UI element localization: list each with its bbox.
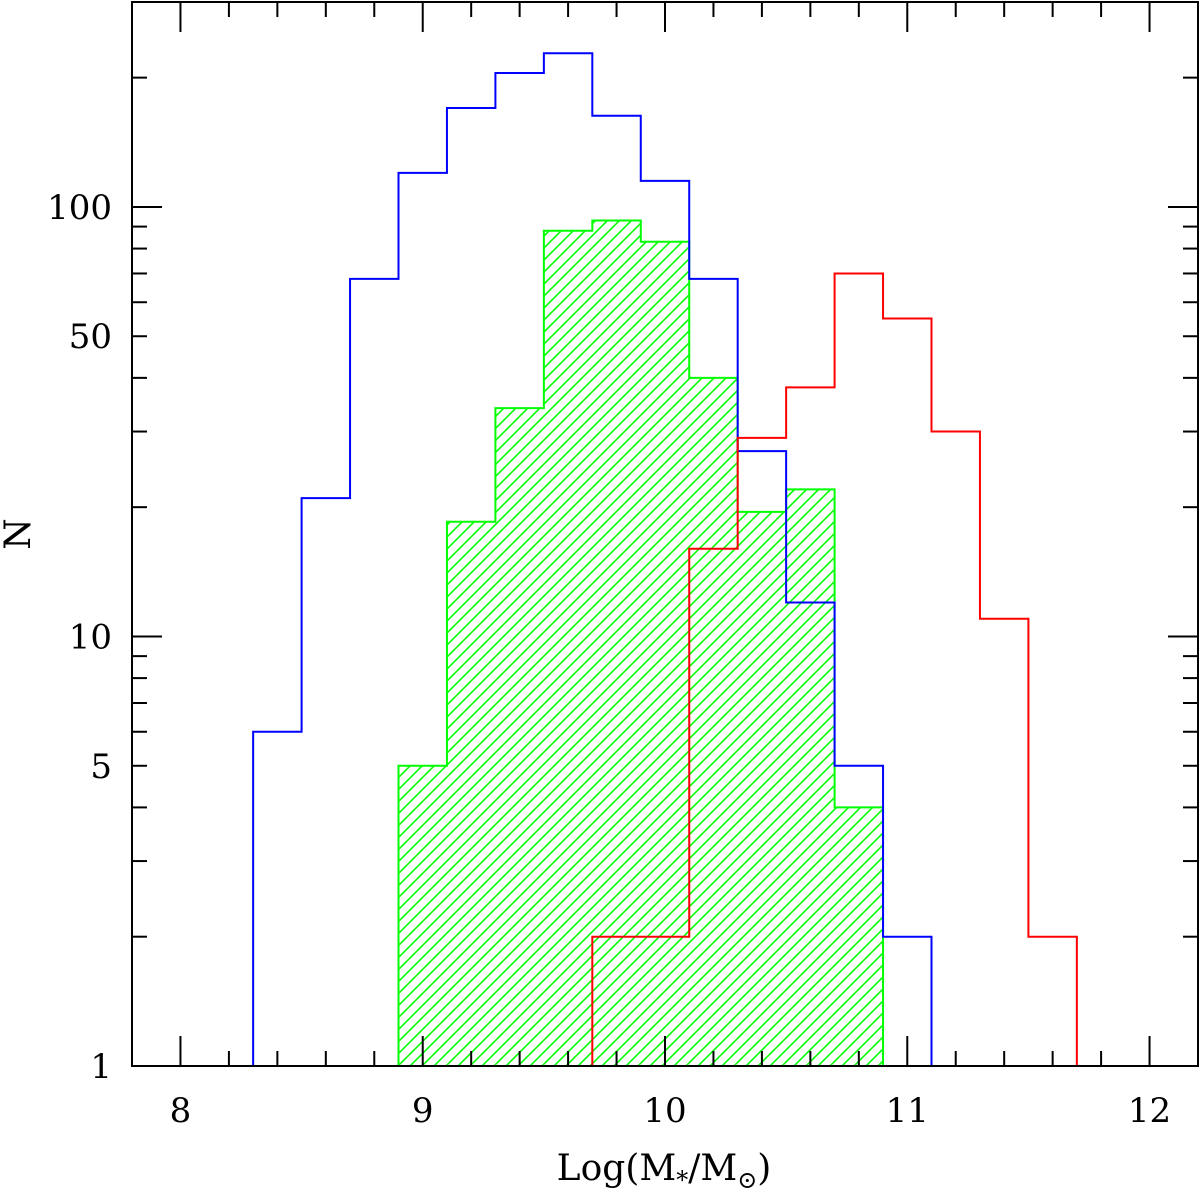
y-tick-label: 5 — [90, 747, 112, 787]
x-tick-label: 9 — [412, 1091, 434, 1131]
y-tick-label: 100 — [47, 188, 112, 228]
y-axis-label: N — [0, 518, 39, 550]
tick-labels-layer: 8 9 10 11 12 1 5 10 50 100 — [47, 188, 1171, 1131]
series-2-outline — [591, 272, 1078, 1066]
x-tick-label: 10 — [643, 1091, 686, 1131]
series-1-hatch-fill — [350, 220, 980, 1066]
series-0-outline — [204, 52, 1029, 1066]
x-axis-label: Log(M*/M⊙) — [557, 1148, 772, 1193]
x-tick-label: 11 — [886, 1091, 929, 1131]
y-tick-label: 10 — [69, 617, 112, 657]
ticks-layer — [132, 1, 1198, 1067]
series-1-outline — [350, 219, 980, 1066]
x-tick-label: 12 — [1128, 1091, 1171, 1131]
y-tick-label: 1 — [90, 1047, 112, 1087]
series-layer — [204, 52, 1078, 1066]
x-tick-label: 8 — [170, 1091, 192, 1131]
y-tick-label: 50 — [69, 317, 112, 357]
